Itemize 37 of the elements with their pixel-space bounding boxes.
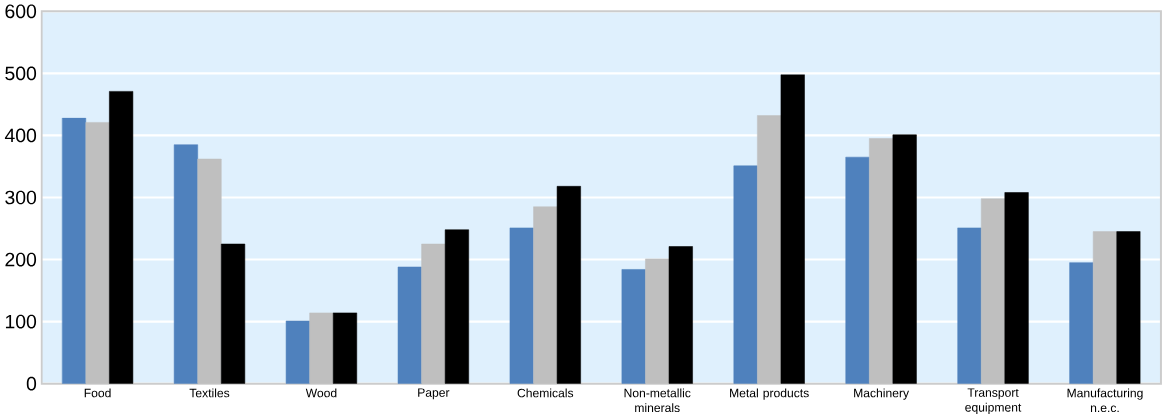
x-tick-label: Chemicals <box>517 388 574 398</box>
y-tick-label: 0 <box>26 377 37 391</box>
y-tick-label: 400 <box>4 128 37 143</box>
bar <box>533 206 558 384</box>
y-tick-label: 500 <box>5 66 37 81</box>
bar <box>869 138 894 384</box>
bar <box>444 229 469 384</box>
bar <box>197 158 222 384</box>
bar <box>1092 231 1118 384</box>
y-tick-label: 100 <box>5 314 37 329</box>
x-tick-label: Wood <box>305 388 337 398</box>
bar <box>221 243 246 384</box>
bar <box>109 91 134 384</box>
bar <box>780 74 805 384</box>
x-tick-label: Food <box>84 388 111 398</box>
y-tick-label: 200 <box>5 252 37 267</box>
bar <box>1116 231 1141 384</box>
x-tick-label: Textiles <box>189 388 230 398</box>
y-tick-label: 300 <box>5 190 37 205</box>
x-tick-label: Paper <box>418 388 450 400</box>
bar <box>668 246 693 384</box>
bar <box>892 134 917 384</box>
bar <box>1004 192 1029 384</box>
x-tick-label: Manufacturing n.e.c. <box>1067 388 1143 413</box>
bar <box>421 243 446 384</box>
bar <box>85 122 110 384</box>
x-tick-label: Non-metallic minerals <box>624 388 691 413</box>
x-tick-label: Machinery <box>854 388 910 400</box>
bar <box>332 312 358 384</box>
bar <box>980 198 1006 384</box>
bar <box>645 258 670 384</box>
bar <box>757 115 782 384</box>
y-tick-label: 600 <box>5 4 37 19</box>
x-tick-label: Transport equipment <box>965 388 1022 415</box>
bar <box>556 186 581 384</box>
x-tick-label: Metal products <box>730 388 809 400</box>
bar <box>309 312 334 384</box>
